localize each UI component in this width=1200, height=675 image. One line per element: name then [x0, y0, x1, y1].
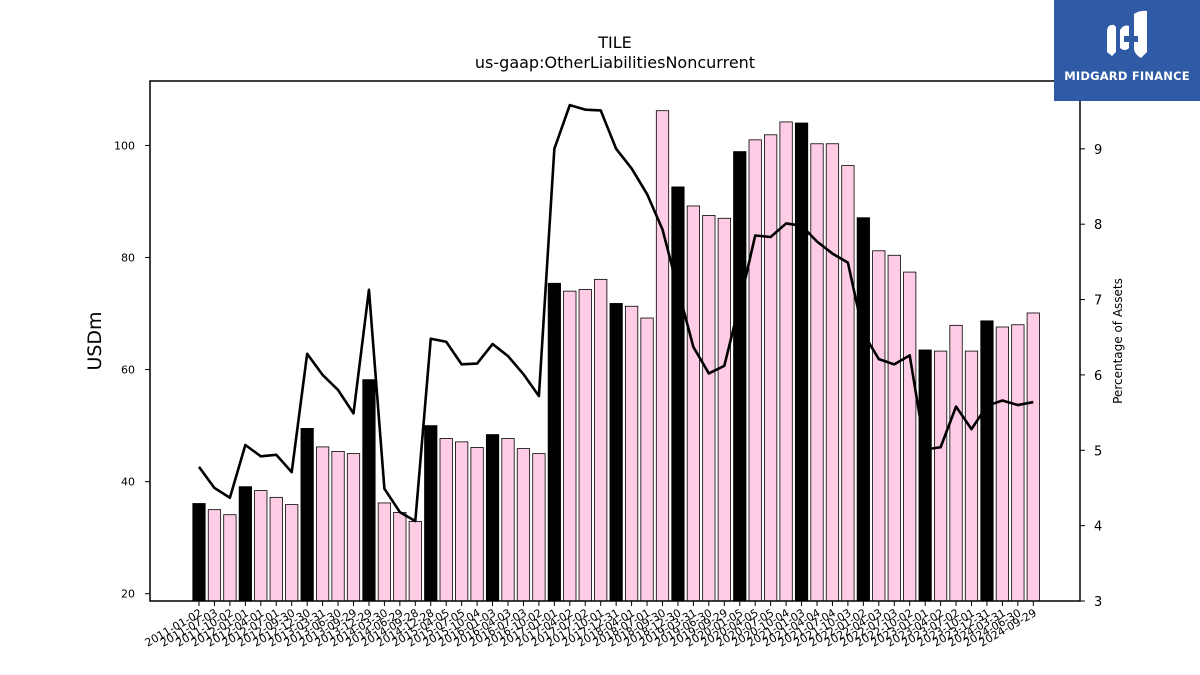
bar [640, 317, 654, 602]
left-axis-label: USDm [84, 311, 106, 370]
midgard-logo-icon [1107, 10, 1147, 59]
bar [547, 282, 561, 602]
bar [563, 290, 577, 602]
bar [315, 446, 330, 602]
right-y-tick-label: 7 [1094, 294, 1102, 309]
bar [887, 254, 901, 602]
left-y-tick-label: 100 [114, 139, 135, 152]
bar [841, 165, 855, 602]
bar [748, 139, 762, 602]
bar [300, 428, 314, 602]
bar [578, 289, 592, 602]
brand-logo: MIDGARD FINANCE [1054, 0, 1200, 101]
bar [949, 324, 963, 602]
bar [964, 350, 979, 602]
bar [238, 486, 252, 602]
right-y-tick-label: 3 [1094, 595, 1102, 610]
bar [501, 438, 515, 602]
line-series [197, 103, 1034, 523]
bar [377, 502, 392, 602]
bar [980, 320, 994, 602]
bar [609, 303, 623, 602]
plot-frame [149, 80, 1081, 602]
left-y-tick-label: 40 [121, 476, 135, 489]
bar [393, 512, 407, 602]
bar [1026, 312, 1040, 602]
bar-series [192, 110, 1040, 602]
bar [655, 110, 670, 602]
bar [408, 521, 422, 602]
bar [733, 151, 747, 602]
bar [794, 122, 809, 602]
bar [532, 453, 546, 602]
bar [903, 271, 917, 602]
bar [254, 490, 268, 602]
chart-title: TILE [597, 33, 632, 52]
right-y-tick-label: 6 [1094, 369, 1102, 384]
bar [779, 121, 793, 602]
bar [825, 143, 840, 602]
bar [223, 514, 237, 602]
right-y-tick-label: 4 [1094, 520, 1102, 535]
left-y-tick-label: 60 [121, 364, 135, 377]
right-axis-label: Percentage of Assets [1111, 278, 1125, 404]
bar [424, 425, 438, 602]
bar [485, 434, 500, 602]
bar [872, 250, 886, 602]
right-y-tick-label: 5 [1094, 444, 1102, 459]
bar [671, 186, 685, 602]
bar [455, 441, 469, 602]
bar [269, 496, 283, 602]
bar [439, 438, 453, 602]
bar [362, 379, 376, 602]
bar [764, 134, 778, 602]
bar [285, 504, 299, 602]
bar [470, 447, 484, 602]
bar [1011, 324, 1025, 602]
bar [995, 326, 1010, 602]
bar [192, 503, 206, 602]
bar [810, 143, 824, 602]
bar [856, 217, 870, 602]
right-y-tick-label: 8 [1094, 218, 1102, 233]
bar [516, 448, 531, 602]
left-y-tick-label: 20 [121, 588, 135, 601]
bar [702, 215, 716, 602]
left-y-axis: 20 40 60 80 100 [114, 139, 150, 601]
bar [625, 305, 639, 602]
left-y-tick-label: 80 [121, 252, 135, 265]
brand-name: MIDGARD FINANCE [1064, 69, 1190, 83]
bar [686, 205, 701, 602]
bar [207, 509, 222, 602]
chart-subtitle: us-gaap:OtherLiabilitiesNoncurrent [475, 53, 755, 72]
bar [594, 278, 608, 602]
bar [717, 217, 731, 602]
right-y-tick-label: 9 [1094, 143, 1102, 158]
bar [934, 350, 948, 602]
right-y-axis: 3 4 5 6 7 8 9 [1080, 143, 1102, 610]
bar [346, 453, 361, 602]
bar [918, 349, 932, 602]
bar [331, 450, 345, 602]
x-axis: 2011-01-022011-07-032011-10-022012-01-01… [143, 601, 1039, 650]
